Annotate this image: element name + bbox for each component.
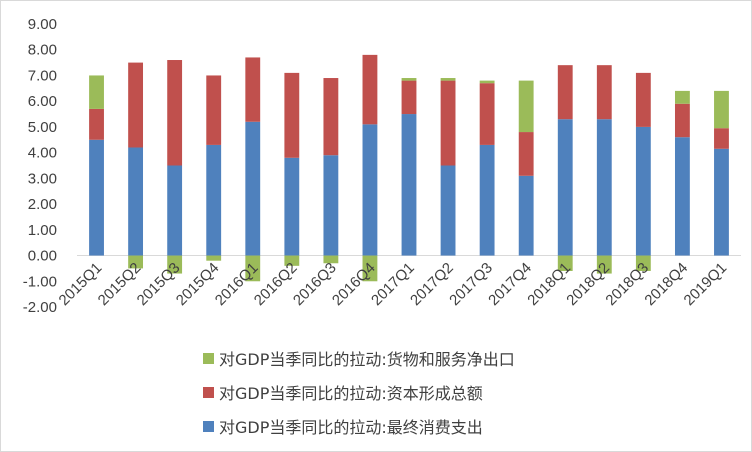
bar-segment [596, 119, 612, 256]
y-tick-label: 0.00 [28, 248, 57, 265]
bar-segment [596, 255, 612, 274]
bar-segment [401, 80, 417, 115]
bar-segment [167, 60, 183, 166]
bar-segment [635, 72, 651, 127]
bar-segment [323, 78, 339, 156]
bar-segment [518, 175, 534, 256]
bar-segment [401, 114, 417, 256]
bar-segment [479, 144, 495, 256]
bar-segment [206, 255, 222, 261]
bar-segment [245, 255, 261, 282]
y-tick-label: 1.00 [28, 222, 57, 239]
bar-segment [206, 75, 222, 145]
bar-segment [479, 83, 495, 145]
bar-segment [284, 157, 300, 256]
bar-segment [440, 165, 456, 256]
y-tick-label: 5.00 [28, 119, 57, 136]
bar-segment [674, 90, 690, 104]
y-tick-label: 2.00 [28, 196, 57, 213]
bar-segment [674, 137, 690, 256]
legend-swatch-capital-formation [203, 386, 214, 398]
bar-segment [440, 80, 456, 166]
bar-segment [714, 90, 729, 129]
bar-segment [362, 124, 378, 256]
legend-item-final-consumption: 对GDP当季同比的拉动:最终消费支出 [203, 409, 515, 443]
chart-legend: 对GDP当季同比的拉动:货物和服务净出口 对GDP当季同比的拉动:资本形成总额 … [203, 341, 515, 443]
x-tick-label: 2019Q1 [681, 259, 731, 309]
bar-segment [323, 155, 339, 256]
y-tick-label: -2.00 [23, 299, 57, 316]
bar-segment [362, 54, 378, 125]
bar-segment [479, 80, 495, 84]
bar-segment [557, 119, 573, 256]
y-tick-label: 6.00 [28, 93, 57, 110]
legend-swatch-net-exports [203, 352, 214, 364]
bar-segment [518, 80, 534, 133]
legend-item-net-exports: 对GDP当季同比的拉动:货物和服务净出口 [203, 341, 515, 375]
bar-segment [206, 144, 222, 256]
stacked-bar-chart: -2.00 -1.00 0.00 1.00 2.00 3.00 4.00 5.00 6.00 7.… [23, 16, 741, 316]
bar-segment [284, 255, 300, 266]
y-tick-label: 8.00 [28, 42, 57, 59]
bar-segment [245, 57, 261, 122]
bar-segment [362, 255, 378, 282]
bar-segment [128, 62, 144, 148]
legend-label-final-consumption: 对GDP当季同比的拉动:最终消费支出 [219, 418, 483, 437]
bar-segment [518, 132, 534, 176]
bar-segment [674, 103, 690, 138]
legend-label-capital-formation: 对GDP当季同比的拉动:资本形成总额 [219, 384, 483, 403]
bar-segment [596, 65, 612, 120]
legend-item-capital-formation: 对GDP当季同比的拉动:资本形成总额 [203, 375, 515, 409]
bar-segment [714, 148, 729, 256]
bar-segment [323, 255, 339, 264]
bar-segment [89, 75, 104, 109]
bar-segment [245, 121, 261, 256]
y-tick-label: 3.00 [28, 170, 57, 187]
bar-segment [401, 78, 417, 81]
bar-segment [128, 255, 144, 269]
bar-segment [128, 147, 144, 256]
bar-segment [557, 255, 573, 271]
y-tick-label: 4.00 [28, 145, 57, 162]
y-tick-label: 7.00 [28, 67, 57, 84]
bar-segment [284, 72, 300, 158]
bar-segment [89, 108, 104, 140]
bar-segment [635, 126, 651, 256]
y-tick-label: -1.00 [23, 273, 57, 290]
bar-segment [89, 139, 104, 256]
bar-segment [167, 255, 183, 274]
legend-label-net-exports: 对GDP当季同比的拉动:货物和服务净出口 [219, 350, 515, 369]
bar-segment [167, 165, 183, 256]
y-tick-label: 9.00 [28, 16, 57, 33]
legend-swatch-final-consumption [203, 420, 214, 432]
bar-segment [440, 78, 456, 81]
bar-segment [557, 65, 573, 120]
bar-segment [714, 128, 729, 149]
bar-segment [635, 255, 651, 271]
